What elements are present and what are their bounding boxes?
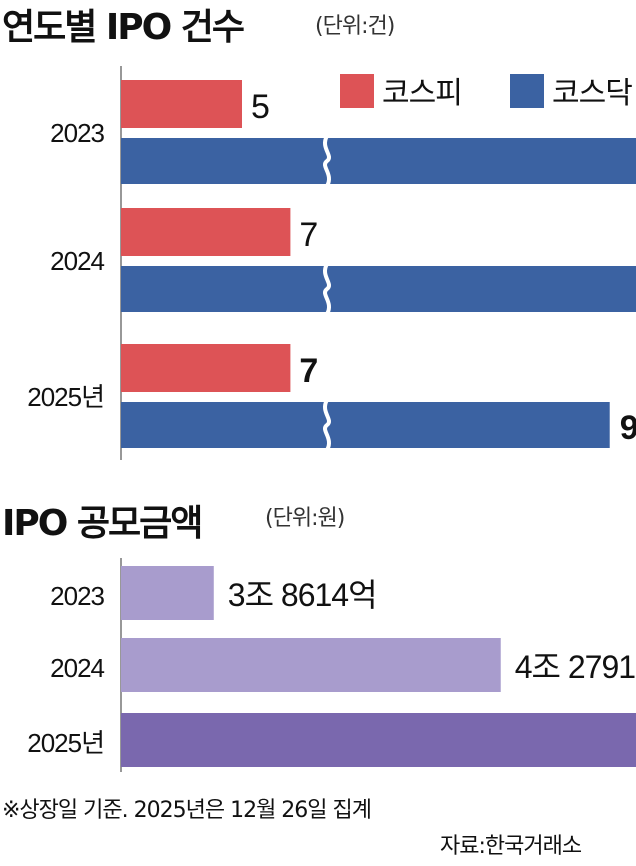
source-text: 자료:한국거래소 (440, 834, 582, 859)
chart1-value-label-kosdaq: 93 (620, 409, 636, 447)
chart2-category-label: 2025년 (27, 728, 104, 758)
legend-swatch (510, 74, 544, 108)
chart1-bar-kospi (121, 208, 291, 256)
chart1-value-label-kospi: 7 (299, 352, 317, 390)
legend-label: 코스피 (382, 77, 462, 110)
chart1-bar-kospi (121, 80, 242, 128)
chart1-axis-break-mark (323, 398, 331, 452)
chart2-category-label: 2023 (50, 581, 104, 611)
chart2-value-label: 3조 8614억 (228, 577, 377, 613)
legend-label: 코스닥 (552, 77, 632, 110)
chart2-bar (121, 566, 214, 620)
chart2-category-label: 2024 (50, 653, 104, 683)
chart1-value-label-kospi: 5 (251, 88, 269, 126)
chart1-bar-kosdaq (121, 402, 610, 448)
chart1-category-label: 2024 (50, 246, 104, 276)
chart1-bar-kosdaq (121, 266, 636, 312)
chart1-axis-break-mark (323, 262, 331, 316)
chart1-category-label: 2023 (50, 118, 104, 148)
chart1-bar-kospi (121, 344, 291, 392)
chart1-axis-break-mark (323, 134, 331, 188)
chart1-bar-kosdaq (121, 138, 636, 184)
chart2-bar (121, 713, 636, 767)
legend-swatch (340, 74, 374, 108)
chart1-value-label-kospi: 7 (299, 216, 317, 254)
chart2-bar (121, 638, 501, 692)
chart2-value-label: 4조 2791억 (515, 649, 636, 685)
chart1-category-label: 2025년 (27, 382, 104, 412)
chart1-title: 연도별 IPO 건수 (2, 7, 245, 48)
chart2-title: IPO 공모금액 (2, 503, 203, 544)
chart2-unit: (단위:원) (265, 506, 345, 531)
chart1-unit: (단위:건) (315, 14, 395, 39)
footnote: ※상장일 기준. 2025년은 12월 26일 집계 (2, 798, 372, 823)
